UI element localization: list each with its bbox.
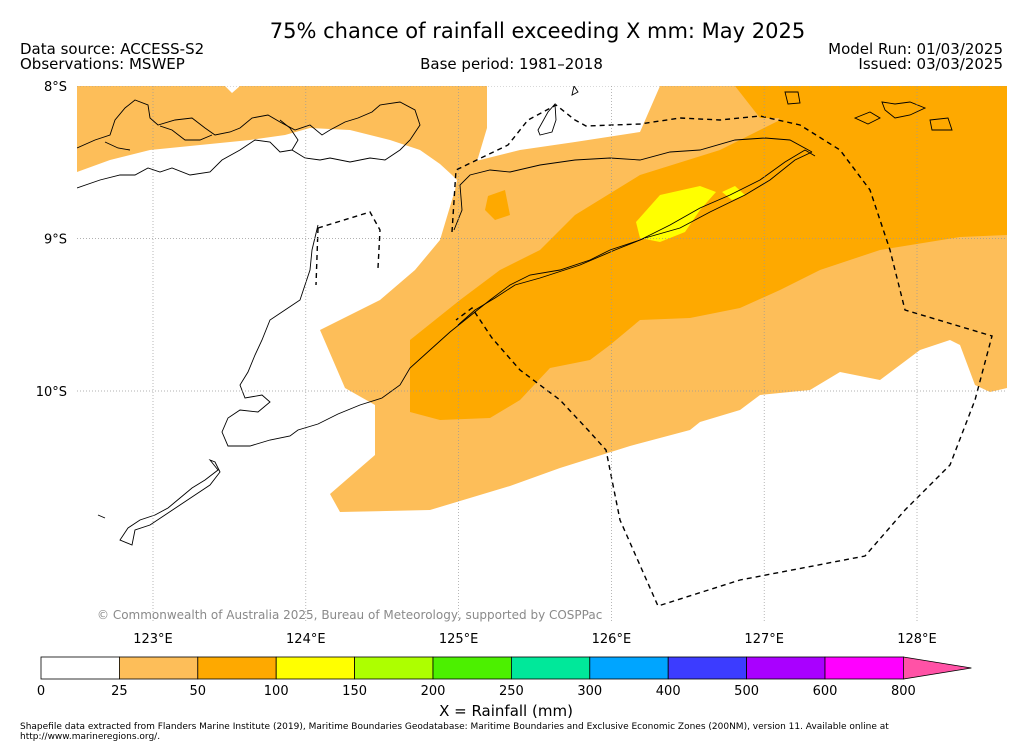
colorbar-tick-label: 200: [421, 684, 446, 699]
colorbar-segment: [824, 656, 904, 680]
tick-labels: 123°E 124°E 125°E 126°E 127°E 128°E 8°S 9°S 10°S: [36, 80, 937, 647]
y-tick-label: 10°S: [36, 385, 67, 400]
eez-boundary: [315, 104, 993, 607]
map-plot: 123°E 124°E 125°E 126°E 127°E 128°E 8°S 9°S 10°S: [36, 80, 1007, 647]
x-tick-label: 126°E: [592, 632, 632, 647]
colorbar-segment: [40, 656, 120, 680]
colorbar-label: X = Rainfall (mm): [439, 702, 573, 720]
x-tick-label: 124°E: [286, 632, 326, 647]
colorbar-tick-label: 0: [37, 684, 45, 699]
footer-attribution: Shapefile data extracted from Flanders M…: [20, 722, 889, 732]
colorbar-segment: [197, 656, 277, 680]
chart-title: 75% chance of rainfall exceeding X mm: M…: [269, 19, 806, 43]
issued-label: Issued: 03/03/2025: [858, 55, 1003, 73]
colorbar-tick-label: 300: [577, 684, 602, 699]
colorbar-tick-label: 25: [111, 684, 128, 699]
copyright-notice: © Commonwealth of Australia 2025, Bureau…: [97, 608, 603, 622]
rainfall-field: [77, 86, 1007, 621]
colorbar-tick-label: 50: [190, 684, 207, 699]
coastline: [77, 86, 953, 546]
colorbar-tick-label: 600: [813, 684, 838, 699]
x-tick-label: 123°E: [133, 632, 173, 647]
colorbar-tick-label: 800: [891, 684, 916, 699]
colorbar-segment: [432, 656, 512, 680]
colorbar-segment: [589, 656, 669, 680]
region-50-100-band: [410, 86, 1007, 420]
x-tick-label: 128°E: [897, 632, 937, 647]
colorbar-tick-label: 400: [656, 684, 681, 699]
colorbar-segment: [667, 656, 748, 680]
x-tick-label: 125°E: [439, 632, 479, 647]
region-50-100-blob: [485, 190, 510, 220]
base-period-label: Base period: 1981–2018: [420, 55, 603, 73]
colorbar-segment: [354, 656, 434, 680]
colorbar-tick-label: 250: [499, 684, 524, 699]
colorbar-segment: [119, 656, 199, 680]
data-source-label: Data source: ACCESS-S2: [20, 40, 205, 58]
observations-label: Observations: MSWEP: [20, 55, 185, 73]
colorbar-segment: [275, 656, 356, 680]
colorbar-tick-label: 100: [264, 684, 289, 699]
y-tick-label: 9°S: [44, 233, 67, 248]
colorbar-extend-arrow: [903, 656, 972, 680]
colorbar-tick-label: 150: [342, 684, 367, 699]
region-50-100-topright: [735, 86, 1007, 120]
region-100-150: [636, 186, 716, 242]
model-run-label: Model Run: 01/03/2025: [828, 40, 1003, 58]
x-tick-label: 127°E: [744, 632, 784, 647]
colorbar-tick-label: 500: [734, 684, 759, 699]
colorbar-segment: [746, 656, 826, 680]
grid: [77, 86, 1007, 621]
colorbar: 0 25 50 100 150 200 250 300 400 500 600 800: [37, 656, 972, 699]
y-tick-label: 8°S: [44, 80, 67, 95]
colorbar-segment: [510, 656, 591, 680]
region-25-50-north: [77, 86, 487, 185]
footer-url: http://www.marineregions.org/.: [20, 732, 161, 742]
